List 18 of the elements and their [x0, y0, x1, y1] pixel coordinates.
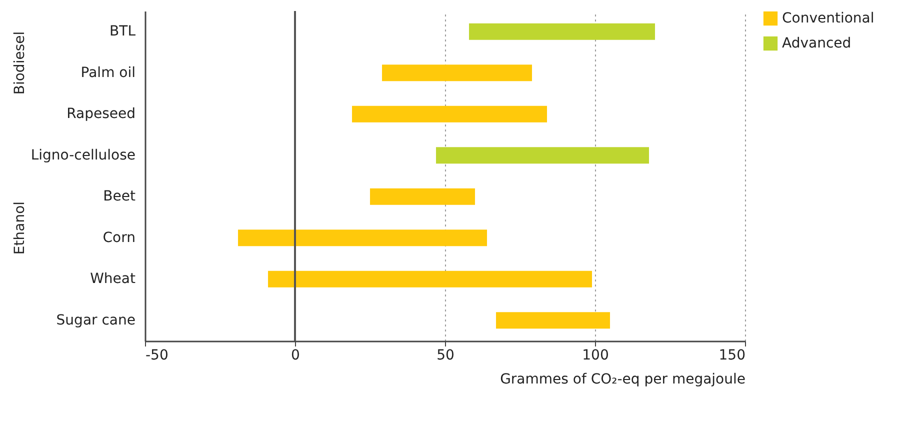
y-tick-label: BTL — [110, 24, 136, 40]
y-tick-label: Palm oil — [80, 64, 136, 81]
legend-label: Advanced — [782, 36, 852, 52]
y-tick-label: Wheat — [90, 271, 136, 288]
y-tick-label: Rapeseed — [66, 106, 136, 122]
y-tick-label: Corn — [102, 230, 136, 246]
y-tick-label: Ligno-cellulose — [30, 147, 136, 164]
y-tick-label: Sugar cane — [56, 312, 136, 328]
x-tick-label: 0 — [291, 348, 300, 364]
x-tick-label: 100 — [582, 348, 609, 364]
y-tick-label: Beet — [103, 188, 136, 205]
x-tick-label: 150 — [718, 348, 746, 364]
x-axis-title: Grammes of CO₂-eq per megajoule — [500, 372, 746, 388]
x-tick-label: -50 — [146, 348, 168, 364]
x-tick-label: 50 — [436, 348, 454, 364]
text: Biodiesel — [12, 31, 28, 94]
legend-label: Conventional — [782, 10, 874, 26]
text: Ethanol — [12, 201, 28, 254]
